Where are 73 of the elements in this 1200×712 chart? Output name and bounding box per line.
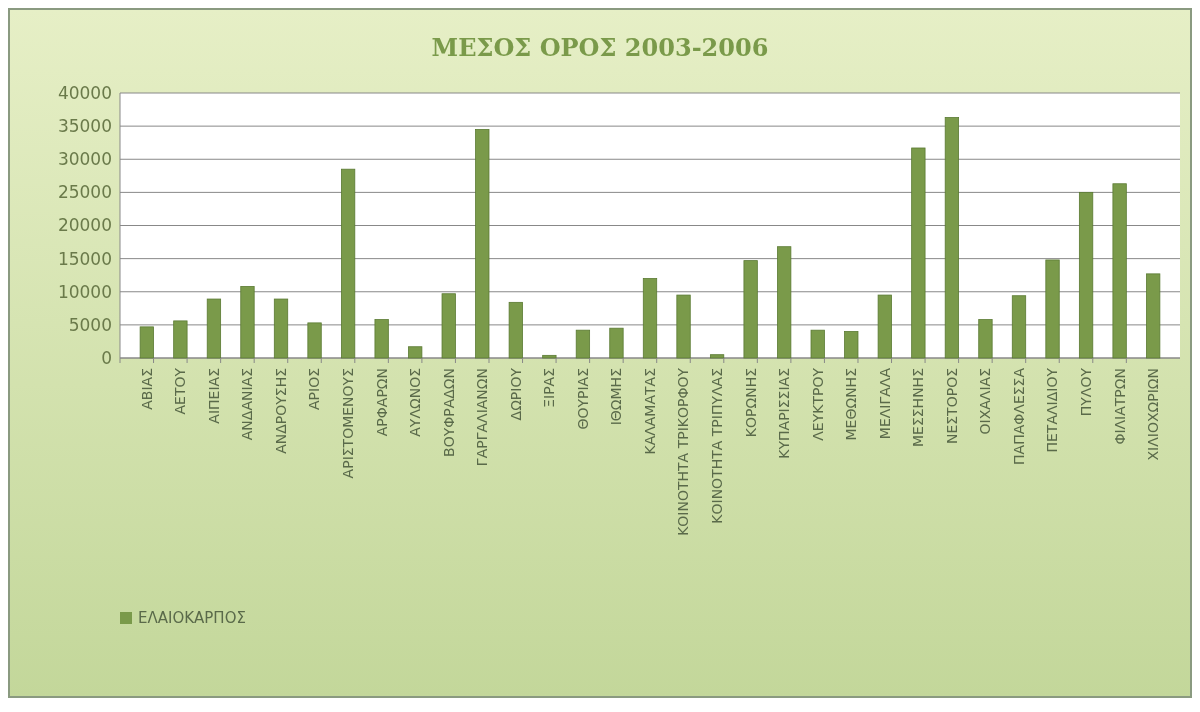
y-tick-label: 5000	[68, 314, 112, 335]
x-tick-label: ΠΑΠΑΦΛΕΣΣΑ	[1010, 367, 1027, 465]
bar	[709, 354, 725, 359]
bar	[1146, 273, 1161, 359]
y-tick-label: 25000	[57, 182, 112, 203]
bar	[273, 298, 289, 359]
bar	[1011, 295, 1027, 359]
y-tick-label: 40000	[57, 82, 112, 103]
y-tick-label: 35000	[57, 116, 112, 137]
x-tick-label: ΑΡΙΟΣ	[306, 368, 323, 411]
x-tick-label: ΑΒΙΑΣ	[138, 368, 155, 410]
x-tick-label: ΜΕΘΩΝΗΣ	[843, 368, 860, 441]
bar	[1112, 183, 1127, 359]
x-tick-label: ΑΙΠΕΙΑΣ	[205, 368, 222, 424]
bar	[911, 147, 926, 359]
bar	[944, 117, 960, 359]
x-tick-label: ΝΕΣΤΟΡΟΣ	[943, 368, 960, 445]
x-tick-label: ΜΕΣΣΗΝΗΣ	[910, 368, 927, 447]
bar	[408, 346, 423, 359]
bar	[877, 294, 892, 359]
bar	[441, 293, 456, 359]
legend-label: ΕΛΑΙΟΚΑΡΠΟΣ	[138, 609, 246, 628]
bar	[978, 319, 993, 359]
bar	[777, 246, 792, 359]
bar	[173, 320, 188, 359]
bar	[575, 329, 591, 359]
x-tick-label: ΙΘΩΜΗΣ	[608, 368, 625, 426]
x-tick-label: ΔΩΡΙΟΥ	[507, 367, 524, 421]
x-tick-label: ΦΙΛΙΑΤΡΩΝ	[1111, 368, 1128, 445]
bar	[676, 294, 691, 359]
x-tick-label: ΛΕΥΚΤΡΟΥ	[809, 367, 826, 441]
x-tick-label: ΜΕΛΙΓΑΛΑ	[876, 367, 893, 440]
x-tick-label: ΠΥΛΟΥ	[1077, 367, 1094, 417]
bar	[206, 298, 222, 359]
x-tick-label: ΠΕΤΑΛΙΔΙΟΥ	[1044, 367, 1061, 453]
bar	[374, 319, 389, 359]
x-tick-label: ΚΑΛΑΜΑΤΑΣ	[641, 368, 658, 455]
x-tick-label: ΑΝΔΡΟΥΣΗΣ	[272, 368, 289, 454]
x-tick-label: ΑΡΦΑΡΩΝ	[373, 368, 390, 437]
x-tick-label: ΒΟΥΦΡΑΔΩΝ	[440, 368, 457, 457]
y-tick-label: 0	[101, 347, 112, 368]
bar	[609, 327, 624, 359]
bar	[475, 129, 490, 359]
bar	[139, 326, 154, 359]
y-tick-label: 20000	[57, 215, 112, 236]
bar	[642, 278, 658, 359]
bar	[743, 260, 758, 359]
bar	[810, 329, 825, 359]
x-tick-label: ΑΕΤΟΥ	[172, 367, 189, 415]
y-tick-label: 30000	[57, 149, 112, 170]
x-tick-label: ΑΡΙΣΤΟΜΕΝΟΥΣ	[340, 368, 356, 479]
chart-title: ΜΕΣΟΣ ΟΡΟΣ 2003-2006	[431, 33, 769, 62]
bar	[542, 354, 557, 359]
x-tick-label: ΓΑΡΓΑΛΙΑΝΩΝ	[474, 368, 491, 467]
y-tick-label: 15000	[57, 248, 112, 269]
x-tick-label: ΑΥΛΩΝΟΣ	[407, 368, 424, 437]
x-tick-label: ΞΙΡΑΣ	[541, 368, 558, 408]
bar	[1078, 191, 1094, 359]
bar	[307, 322, 322, 359]
x-tick-label: ΚΥΠΑΡΙΣΣΙΑΣ	[776, 368, 793, 459]
x-tick-label: ΚΟΡΩΝΗΣ	[742, 368, 759, 438]
x-tick-label: ΟΙΧΑΛΙΑΣ	[977, 368, 994, 435]
bar	[1045, 259, 1060, 359]
bar	[844, 331, 859, 359]
x-tick-label: ΚΟΙΝΟΤΗΤΑ ΤΡΙΠΥΛΑΣ	[708, 368, 725, 524]
bar	[340, 168, 356, 359]
bar	[508, 301, 523, 359]
x-tick-label: ΚΟΙΝΟΤΗΤΑ ΤΡΙΚΟΡΦΟΥ	[675, 367, 692, 536]
x-tick-label: ΧΙΛΙΟΧΩΡΙΩΝ	[1145, 368, 1162, 461]
y-tick-label: 10000	[57, 281, 112, 302]
bar	[240, 286, 255, 359]
x-tick-label: ΑΝΔΑΝΙΑΣ	[239, 368, 256, 441]
x-tick-label: ΘΟΥΡΙΑΣ	[574, 368, 591, 430]
